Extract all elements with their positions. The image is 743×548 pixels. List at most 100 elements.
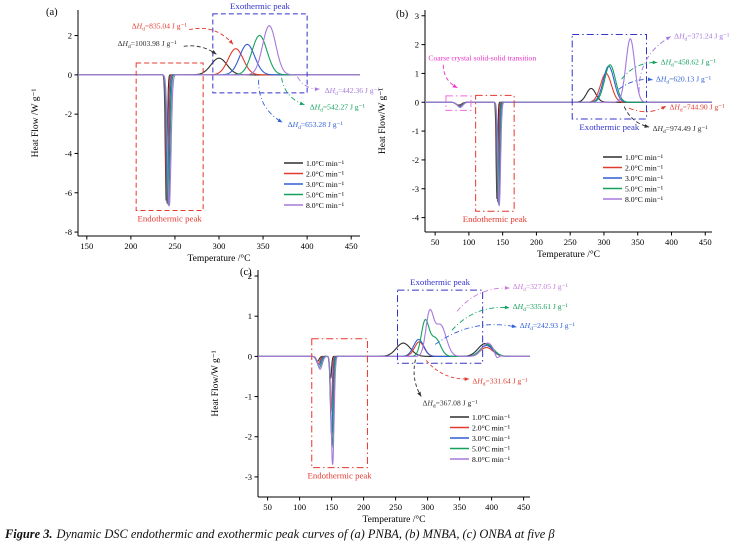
arrowhead (417, 391, 422, 397)
x-tick-label: 100 (293, 502, 306, 512)
x-tick-label: 50 (263, 502, 272, 512)
arrowhead (277, 118, 283, 123)
region-label: Endothermic peak (307, 471, 372, 481)
x-tick-label: 150 (496, 237, 509, 247)
legend-label: 3.0°C min⁻¹ (625, 174, 664, 183)
y-axis-label: Heat Flow/W g⁻¹ (211, 350, 221, 416)
x-tick-label: 350 (257, 241, 270, 251)
arrowhead (511, 324, 517, 328)
annotation-label: ΔHd=653.28 J g⁻¹ (288, 120, 343, 131)
x-tick-label: 450 (699, 237, 712, 247)
annotation-label: ΔHd=331.64 J g⁻¹ (472, 376, 527, 387)
Endothermic peak-box (311, 338, 368, 469)
figure-3: 150 200 250 300 350 400 450 -8 -6 -4 -2 0 2 Temperatu… (31, 1, 729, 525)
annotation-arrow (281, 77, 305, 106)
y-tick-label: -1 (245, 392, 252, 402)
annotation-label: Coarse crystal solid-solid transition (428, 54, 536, 63)
legend-label: 8.0°C min⁻¹ (306, 201, 345, 210)
annotation-arrow (183, 45, 217, 55)
annotation-arrow (456, 287, 510, 312)
y-tick-label: -6 (65, 188, 73, 198)
x-axis-label: Temperature /°C (537, 249, 600, 260)
annotations: ΔHd=327.05 J g⁻¹ ΔHd=335.61 J g⁻¹ ΔHd=242.… (413, 282, 575, 410)
x-tick-label: 400 (301, 241, 314, 251)
y-tick-label: 2 (68, 31, 72, 41)
axes: 50 100 150 200 250 300 350 400 450 -4 -3 -2 -1 0 1 2 3 Te… (378, 10, 712, 260)
dsc-chart-mnba: 50 100 150 200 250 300 350 400 450 -4 -3 -2 -1 0 1 2 3 Te… (378, 9, 729, 260)
x-tick-label: 200 (124, 241, 137, 251)
x-tick-label: 50 (431, 237, 440, 247)
annotation-arrow (297, 76, 320, 90)
figure-caption-label: Figure 3. (5, 527, 53, 541)
x-tick-label: 250 (389, 502, 402, 512)
x-tick-label: 150 (80, 241, 93, 251)
arrowhead (464, 377, 470, 382)
y-tick-label: 0 (248, 351, 252, 361)
x-tick-label: 300 (598, 237, 611, 247)
legend-label: 1.0°C min⁻¹ (472, 413, 511, 422)
legend-label: 2.0°C min⁻¹ (472, 423, 511, 432)
region-label: Exothermic peak (410, 277, 470, 287)
y-tick-label: 2 (248, 271, 252, 281)
arrowhead (504, 305, 510, 310)
y-axis-label: Heat Flow/W g⁻¹ (378, 88, 388, 154)
x-tick-label: 300 (213, 241, 226, 251)
y-tick-label: -2 (65, 109, 72, 119)
y-axis-label: Heat Flow /W g⁻¹ (31, 89, 41, 158)
legend-label: 5.0°C min⁻¹ (625, 184, 664, 193)
arrowhead (647, 77, 653, 82)
series-curves (425, 38, 712, 207)
annotation-label: ΔHd=744.90 J g⁻¹ (669, 103, 724, 114)
y-tick-label: -4 (65, 148, 73, 158)
axes: 50 100 150 200 250 300 350 400 450 -3 -2 -1 0 1 2 Tempe… (211, 270, 530, 525)
panel-label: (a) (46, 7, 58, 18)
legend-label: 3.0°C min⁻¹ (472, 434, 511, 443)
annotation-label: ΔHd=542.27 J g⁻¹ (310, 102, 365, 113)
series-curves (78, 25, 360, 207)
y-tick-label: -4 (412, 213, 420, 223)
x-tick-label: 150 (325, 502, 338, 512)
annotation-label: ΔHd=835.04 J g⁻¹ (132, 22, 187, 33)
y-tick-label: -3 (412, 184, 419, 194)
annotation-arrow (618, 79, 653, 90)
x-tick-label: 450 (517, 502, 530, 512)
panel-label: (b) (396, 9, 409, 20)
arrowhead (211, 50, 217, 55)
panel-label: (c) (240, 267, 252, 278)
y-tick-label: -2 (412, 155, 419, 165)
Exothermic peak-box (571, 34, 647, 120)
arrowhead (644, 124, 650, 128)
x-tick-label: 100 (462, 237, 475, 247)
annotation-arrow (623, 106, 650, 128)
series-curves (258, 308, 530, 465)
annotation-arrow (442, 64, 458, 89)
legend-label: 8.0°C min⁻¹ (625, 195, 664, 204)
x-tick-label: 200 (357, 502, 370, 512)
arrowhead (661, 106, 667, 110)
y-tick-label: -1 (412, 126, 419, 136)
y-tick-label: -8 (65, 227, 72, 237)
annotation-arrow (188, 27, 234, 45)
axes: 150 200 250 300 350 400 450 -8 -6 -4 -2 0 2 Temperatu… (31, 10, 360, 264)
region-label: Exothermic peak (230, 1, 290, 11)
arrowhead (299, 101, 305, 106)
annotation-arrow (258, 79, 283, 123)
y-tick-label: 2 (415, 40, 419, 50)
Exothermic peak-box (397, 289, 484, 364)
annotation-arrow (628, 105, 667, 113)
legend: 1.0°C min⁻¹2.0°C min⁻¹ 3.0°C min⁻¹5.0°C m… (450, 413, 511, 464)
annotation-arrow (638, 36, 672, 93)
annotation-label: ΔHd=371.24 J g⁻¹ (674, 31, 729, 42)
Exothermic peak-box (212, 13, 308, 94)
y-tick-label: -2 (245, 432, 252, 442)
x-tick-label: 350 (631, 237, 644, 247)
x-tick-label: 400 (665, 237, 678, 247)
legend: 1.0°C min⁻¹2.0°C min⁻¹ 3.0°C min⁻¹5.0°C m… (603, 153, 664, 204)
curve-3.0°C min⁻¹ (425, 65, 712, 203)
arrowhead (314, 87, 320, 92)
region-box (445, 95, 472, 111)
x-axis-label: Temperature /°C (362, 514, 425, 525)
curve-8.0°C min⁻¹ (78, 25, 360, 207)
y-tick-label: 0 (68, 70, 72, 80)
y-tick-label: 1 (248, 311, 252, 321)
